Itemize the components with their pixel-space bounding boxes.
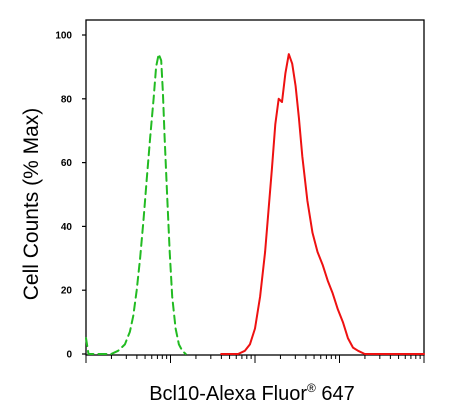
- axes: [85, 19, 425, 356]
- x-axis-label-main: Bcl10-Alexa Fluor: [149, 383, 307, 405]
- y-tick-label: 60: [61, 158, 73, 169]
- series-line-control: [85, 53, 187, 355]
- plot-frame: [85, 19, 425, 356]
- y-tick-label: 0: [66, 350, 72, 361]
- y-axis-label: Cell Counts (% Max): [20, 108, 43, 301]
- y-tick-label: 40: [61, 222, 73, 233]
- y-ticks: 0 20 40 60 80 100: [55, 31, 86, 361]
- y-tick-label: 100: [55, 31, 72, 42]
- series-layer: [85, 53, 425, 355]
- y-tick-label: 20: [61, 286, 73, 297]
- x-ticks: [85, 355, 425, 363]
- y-tick-label: 80: [61, 94, 73, 105]
- series-line-sample: [220, 53, 425, 355]
- x-axis-label-registered-mark: ®: [307, 381, 316, 395]
- x-axis-label-tail: 647: [316, 383, 355, 405]
- x-axis-label: Bcl10-Alexa Fluor® 647: [149, 381, 355, 405]
